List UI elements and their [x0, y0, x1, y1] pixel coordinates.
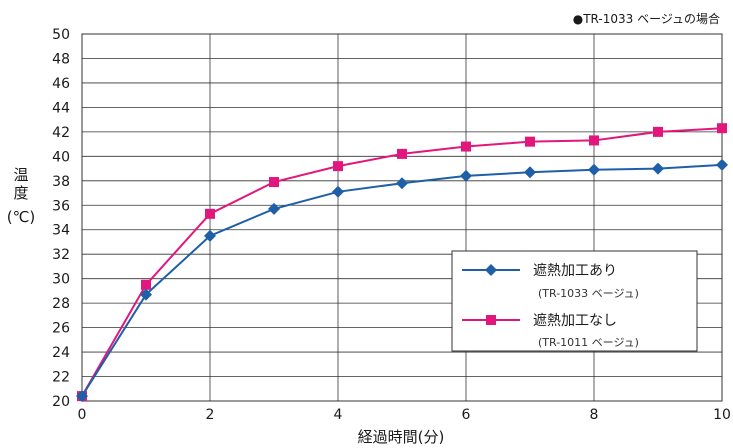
y-tick-label: 42	[52, 125, 70, 141]
data-point	[524, 166, 536, 179]
y-tick-label: 40	[52, 149, 70, 165]
legend-label-with-coating: 遮熱加工あり	[533, 263, 617, 279]
x-tick-label: 8	[590, 407, 599, 423]
legend-sublabel-with-coating: (TR-1033 ベージュ)	[538, 287, 639, 300]
y-tick-label: 32	[52, 247, 70, 263]
x-tick-labels: 0 2 4 6 8 10	[78, 407, 731, 423]
y-tick-label: 28	[52, 296, 70, 312]
x-axis-label: 経過時間(分)	[358, 428, 445, 446]
x-tick-label: 0	[78, 407, 87, 423]
data-point	[588, 163, 600, 176]
legend-sublabel-without-coating: (TR-1011 ベージュ)	[538, 336, 639, 349]
plot-frame	[81, 33, 723, 402]
y-tick-label: 46	[52, 76, 70, 92]
chart-note: ●TR-1033 ベージュの場合	[573, 11, 720, 26]
y-tick-labels: 20 22 24 26 28 30 32 34 36 38 40 42 44 46 48 50	[52, 27, 70, 410]
x-tick-label: 4	[334, 407, 343, 423]
y-axis-label-line3: (℃)	[7, 208, 36, 226]
x-tick-label: 10	[713, 407, 731, 423]
data-point	[460, 169, 472, 182]
y-tick-label: 34	[52, 223, 70, 239]
y-tick-label: 22	[52, 370, 70, 386]
data-point	[205, 208, 215, 219]
y-axis-label-line1: 温	[13, 166, 28, 184]
data-point	[717, 123, 727, 134]
y-tick-label: 48	[52, 51, 70, 67]
data-point	[589, 135, 599, 146]
x-tick-label: 6	[462, 407, 471, 423]
plot-area	[76, 123, 728, 403]
data-point	[140, 288, 152, 301]
data-point	[396, 177, 408, 190]
data-point	[269, 177, 279, 188]
data-point	[525, 136, 535, 147]
data-point	[76, 390, 88, 403]
data-point	[141, 279, 151, 290]
data-point	[333, 161, 343, 172]
data-point	[652, 162, 664, 175]
y-tick-label: 30	[52, 272, 70, 288]
data-point	[461, 141, 471, 152]
data-point	[332, 185, 344, 198]
y-tick-label: 38	[52, 174, 70, 190]
data-point	[204, 229, 216, 242]
y-tick-label: 44	[52, 100, 70, 116]
data-point	[397, 148, 407, 159]
y-tick-label: 24	[52, 345, 70, 361]
data-point	[653, 126, 663, 137]
legend: 遮熱加工あり (TR-1033 ベージュ) 遮熱加工なし (TR-1011 ベー…	[451, 250, 698, 352]
series-with-coating	[76, 158, 728, 403]
data-point	[268, 202, 280, 215]
legend-marker	[485, 264, 497, 276]
y-axis-label-line2: 度	[13, 184, 28, 202]
legend-item-without-coating: 遮熱加工なし (TR-1011 ベージュ)	[462, 313, 639, 349]
y-tick-label: 36	[52, 198, 70, 214]
y-tick-label: 20	[52, 394, 70, 410]
legend-marker	[486, 315, 496, 325]
y-tick-label: 26	[52, 321, 70, 337]
x-tick-label: 2	[206, 407, 215, 423]
legend-label-without-coating: 遮熱加工なし	[533, 313, 617, 329]
legend-item-with-coating: 遮熱加工あり (TR-1033 ベージュ)	[462, 263, 639, 300]
y-tick-label: 50	[52, 27, 70, 43]
data-point	[716, 158, 728, 171]
